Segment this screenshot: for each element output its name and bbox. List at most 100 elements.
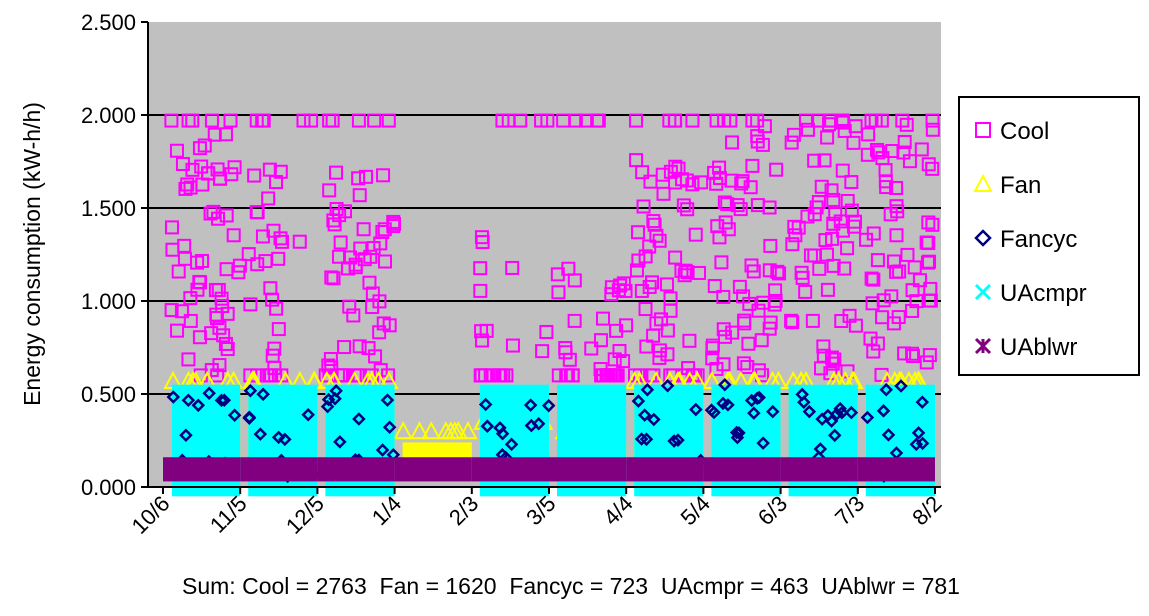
x-tick-label: 2/3 <box>444 491 483 530</box>
marker-cool <box>840 241 855 256</box>
legend-label: UAcmpr <box>1000 280 1087 307</box>
marker-cool <box>768 283 783 298</box>
marker-cool <box>601 368 616 383</box>
marker-cool <box>655 167 670 182</box>
marker-cool <box>905 303 920 318</box>
marker-cool <box>720 197 735 212</box>
marker-cool <box>181 352 196 367</box>
marker-cool <box>372 325 387 340</box>
marker-cool <box>505 260 520 275</box>
marker-fancyc <box>495 426 510 441</box>
marker-cool <box>329 165 344 180</box>
marker-cool <box>192 274 207 289</box>
x-icon <box>974 283 992 301</box>
band-uablwr <box>163 457 241 482</box>
marker-fancyc <box>894 379 908 393</box>
marker-fancyc <box>531 416 546 431</box>
legend: Cool Fan Fancyc UAcmpr UAblwr <box>958 96 1140 376</box>
marker-cool <box>296 113 311 128</box>
marker-cool <box>274 234 289 249</box>
marker-cool <box>688 227 703 242</box>
marker-fancyc <box>637 408 652 422</box>
marker-cool <box>271 251 286 266</box>
marker-cool <box>717 195 732 210</box>
marker-cool <box>631 253 646 268</box>
marker-cool <box>705 338 720 353</box>
marker-cool <box>694 175 709 190</box>
marker-cool <box>565 368 580 383</box>
marker-cool <box>668 250 683 265</box>
marker-cool <box>209 311 224 326</box>
marker-cool <box>346 308 361 323</box>
marker-cool <box>835 223 850 238</box>
marker-cool <box>206 204 221 219</box>
marker-fancyc <box>747 406 761 420</box>
marker-cool <box>889 228 904 243</box>
marker-cool <box>886 254 901 269</box>
marker-cool <box>833 214 848 229</box>
marker-fancyc <box>667 434 681 448</box>
marker-cool <box>763 238 778 253</box>
marker-fancyc <box>380 393 395 407</box>
marker-cool <box>897 134 912 149</box>
marker-cool <box>807 153 822 168</box>
marker-cool <box>381 113 396 128</box>
marker-cool <box>646 214 661 229</box>
marker-cool <box>386 219 401 234</box>
marker-cool <box>884 289 899 304</box>
marker-fancyc <box>833 401 847 416</box>
marker-fancyc <box>881 428 896 442</box>
marker-fancyc <box>640 383 655 397</box>
marker-fancyc <box>860 410 875 425</box>
marker-cool <box>356 222 371 237</box>
marker-cool <box>716 289 731 304</box>
marker-cool <box>558 345 573 360</box>
marker-fan <box>409 421 430 440</box>
marker-cool <box>249 113 264 128</box>
marker-fancyc <box>689 402 703 417</box>
marker-cool <box>922 348 937 363</box>
legend-label: Fancyc <box>1000 226 1077 253</box>
marker-cool <box>868 113 883 128</box>
marker-cool <box>899 117 914 132</box>
marker-fancyc <box>827 428 842 443</box>
marker-cool <box>834 314 849 329</box>
marker-cool <box>784 313 799 328</box>
marker-cool <box>905 349 920 364</box>
marker-cool <box>663 303 678 318</box>
marker-cool <box>269 301 284 316</box>
marker-fancyc <box>227 408 242 423</box>
marker-fancyc <box>191 398 206 413</box>
marker-cool <box>220 306 235 321</box>
y-tick-label: 1.500 <box>81 196 136 221</box>
marker-cool <box>267 360 282 375</box>
marker-fan <box>421 421 441 440</box>
marker-cool <box>745 158 760 173</box>
marker-cool <box>197 138 212 153</box>
marker-cool <box>556 113 571 128</box>
marker-fancyc <box>202 386 216 401</box>
marker-fancyc <box>718 378 732 392</box>
diamond-icon <box>974 229 992 247</box>
marker-cool <box>861 127 876 142</box>
marker-cool <box>353 241 368 256</box>
marker-cool <box>534 113 549 128</box>
marker-cool <box>243 297 258 312</box>
marker-cool <box>273 231 288 246</box>
marker-cool <box>567 313 582 328</box>
marker-cool <box>203 206 218 221</box>
marker-cool <box>889 199 904 214</box>
marker-cool <box>675 172 690 187</box>
marker-cool <box>210 368 225 383</box>
marker-cool <box>216 328 231 343</box>
marker-cool <box>785 315 800 330</box>
marker-fancyc <box>256 387 270 402</box>
asterisk-icon <box>974 337 992 355</box>
marker-cool <box>870 253 885 268</box>
marker-cool <box>190 282 205 297</box>
marker-fancyc <box>879 383 894 397</box>
marker-cool <box>322 113 337 128</box>
marker-cool <box>579 113 594 128</box>
marker-cool <box>896 145 911 160</box>
